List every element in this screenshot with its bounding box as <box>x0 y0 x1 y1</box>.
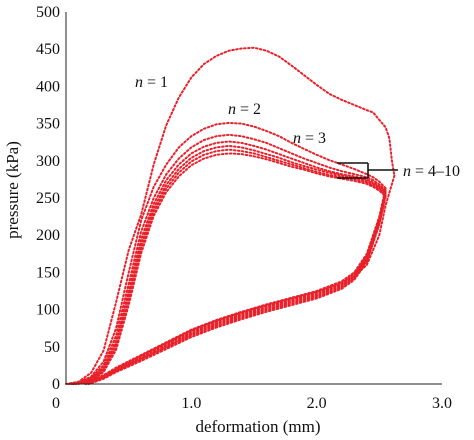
y-tick-label: 50 <box>44 339 60 356</box>
series-2-loading-curve <box>67 121 387 385</box>
y-tick-label: 250 <box>36 190 60 207</box>
y-tick-label: 0 <box>52 376 60 393</box>
y-tick-label: 150 <box>36 264 60 281</box>
series-1-loading-curve <box>65 46 396 385</box>
x-axis-title: deformation (mm) <box>195 417 320 436</box>
annotation-n3: n = 3 <box>293 130 326 147</box>
y-ticks-group: 0 50 100 150 200 250 300 350 400 450 500 <box>36 4 60 393</box>
y-tick-label: 200 <box>36 227 60 244</box>
y-tick-label: 450 <box>36 41 60 58</box>
series-6-loading-curve <box>73 148 387 385</box>
series-7-loading-curve <box>75 152 387 385</box>
series-4-loading-curve <box>71 140 387 385</box>
x-tick-label: 0 <box>52 395 60 412</box>
series-5-loading-curve <box>72 144 387 385</box>
annotation-n1: n = 1 <box>135 74 168 91</box>
series-5-unloading-curve <box>85 192 387 385</box>
y-tick-label: 100 <box>36 302 60 319</box>
y-tick-label: 400 <box>36 78 60 95</box>
y-tick-label: 500 <box>36 4 60 21</box>
n4-10-bracket <box>337 162 398 179</box>
curves-group <box>65 46 396 385</box>
series-6-unloading-curve <box>86 194 387 385</box>
y-axis-title: pressure (kPa) <box>3 141 22 239</box>
series-7-unloading-curve <box>87 195 387 385</box>
x-ticks-group: 0 1.0 2.0 3.0 <box>52 395 452 412</box>
x-tick-label: 3.0 <box>432 395 452 412</box>
x-tick-label: 2.0 <box>307 395 327 412</box>
annotation-n4-10: n = 4–10 <box>403 163 460 180</box>
annotation-n2: n = 2 <box>228 101 261 118</box>
series-3-loading-curve <box>70 133 387 385</box>
y-tick-label: 300 <box>36 153 60 170</box>
axes-group: 0 50 100 150 200 250 300 350 400 450 500 0 1.0 2.0 3.… <box>36 4 452 412</box>
y-tick-label: 350 <box>36 116 60 133</box>
x-tick-label: 1.0 <box>181 395 201 412</box>
